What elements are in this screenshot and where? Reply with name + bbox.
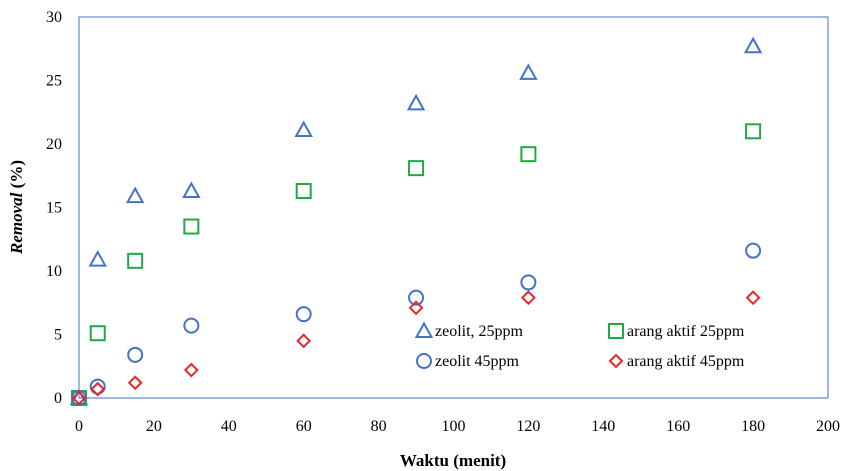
x-tick-label: 80 bbox=[371, 418, 387, 435]
y-tick-label: 10 bbox=[46, 263, 62, 280]
x-tick-label: 140 bbox=[591, 418, 615, 435]
data-point-triangle bbox=[125, 186, 145, 204]
legend: zeolit, 25ppm arang aktif 25ppm zeolit 45p… bbox=[414, 321, 745, 370]
data-point-triangle bbox=[294, 120, 313, 138]
x-axis-title: Waktu (menit) bbox=[400, 451, 506, 470]
legend-marker-circle bbox=[416, 353, 432, 369]
y-axis-title-italic: Removal bbox=[7, 192, 26, 255]
plot-area-frame bbox=[78, 16, 829, 399]
legend-label: arang aktif 25ppm bbox=[627, 323, 745, 340]
data-point-square bbox=[745, 123, 762, 140]
data-point-diamond bbox=[90, 381, 106, 397]
y-axis-title-unit: (%) bbox=[7, 160, 26, 193]
y-tick-label: 25 bbox=[46, 73, 62, 90]
legend-marker-square bbox=[608, 323, 624, 339]
legend-marker-diamond bbox=[608, 353, 624, 369]
data-point-square bbox=[520, 146, 537, 163]
data-markers bbox=[69, 36, 763, 406]
x-tick-label: 60 bbox=[296, 418, 312, 435]
data-point-circle bbox=[745, 242, 762, 259]
legend-label: zeolit, 25ppm bbox=[435, 323, 524, 340]
data-point-circle bbox=[127, 346, 144, 363]
data-point-circle bbox=[295, 306, 312, 323]
data-point-diamond bbox=[296, 333, 312, 349]
data-point-triangle bbox=[519, 63, 538, 80]
y-tick-label: 0 bbox=[54, 390, 62, 407]
data-point-circle bbox=[89, 378, 106, 395]
data-point-square bbox=[295, 182, 312, 199]
y-tick-label: 20 bbox=[46, 136, 62, 153]
legend-label: arang aktif 45ppm bbox=[627, 353, 745, 370]
data-point-circle bbox=[520, 274, 537, 291]
data-point-square bbox=[408, 160, 425, 177]
x-tick-label: 40 bbox=[221, 418, 237, 435]
data-point-diamond bbox=[745, 290, 761, 306]
y-tick-label: 5 bbox=[54, 327, 62, 344]
data-point-triangle bbox=[406, 93, 426, 111]
data-point-diamond bbox=[408, 300, 424, 316]
x-tick-label: 200 bbox=[816, 418, 840, 435]
x-tick-label: 180 bbox=[741, 418, 765, 435]
y-tick-label: 15 bbox=[46, 200, 62, 217]
data-point-triangle bbox=[88, 250, 107, 267]
data-point-square bbox=[183, 218, 200, 235]
y-tick-label: 30 bbox=[46, 9, 62, 26]
x-tick-label: 20 bbox=[146, 418, 162, 435]
data-point-triangle bbox=[743, 36, 763, 54]
data-point-diamond bbox=[71, 390, 87, 406]
y-axis-title: Removal (%) bbox=[7, 160, 26, 255]
data-point-circle bbox=[183, 317, 200, 334]
y-axis-ticks: 0 5 10 15 20 25 30 bbox=[46, 9, 62, 407]
legend-label: zeolit 45ppm bbox=[435, 353, 520, 370]
data-point-circle bbox=[408, 289, 425, 306]
x-tick-label: 120 bbox=[516, 418, 540, 435]
legend-marker-triangle bbox=[414, 321, 434, 338]
x-axis-ticks: 0 20 40 60 80 100 120 140 160 180 200 bbox=[75, 418, 840, 435]
x-tick-label: 100 bbox=[442, 418, 466, 435]
data-point-diamond bbox=[127, 375, 143, 391]
data-point-diamond bbox=[183, 362, 199, 378]
data-point-square bbox=[127, 252, 144, 269]
data-point-diamond bbox=[520, 290, 536, 306]
data-point-triangle bbox=[182, 181, 201, 198]
x-tick-label: 0 bbox=[75, 418, 83, 435]
data-point-square bbox=[89, 325, 106, 342]
x-tick-label: 160 bbox=[666, 418, 690, 435]
